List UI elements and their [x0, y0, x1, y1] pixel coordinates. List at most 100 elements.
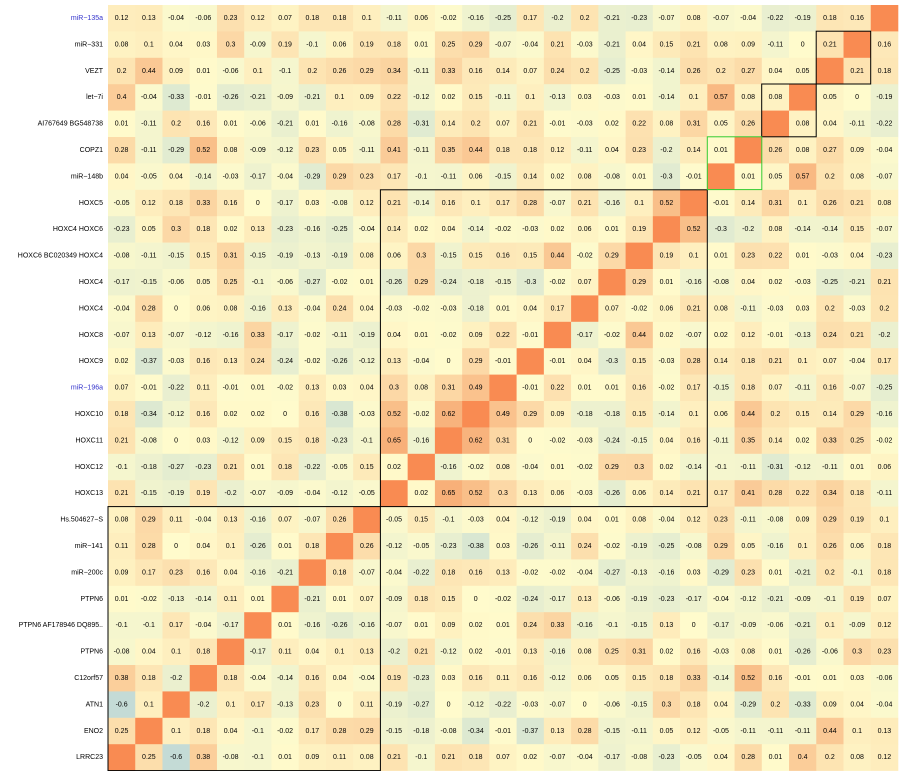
cell-value-label: 0.12	[687, 728, 701, 735]
cell	[325, 321, 354, 349]
cell-value-label: -0.14	[658, 411, 674, 418]
cell	[298, 137, 327, 164]
cell	[162, 506, 191, 534]
cell	[816, 295, 844, 323]
cell	[543, 374, 572, 402]
cell-value-label: -0.03	[631, 68, 647, 75]
cell	[761, 717, 790, 745]
cell	[543, 163, 572, 191]
cell-value-label: -0.14	[658, 94, 674, 101]
cell	[652, 5, 681, 32]
cell-value-label: 0.04	[850, 253, 864, 260]
cell	[516, 401, 545, 428]
cell-value-label: 0.3	[171, 226, 181, 233]
cell-value-label: 0.04	[197, 543, 211, 550]
cell	[707, 427, 735, 455]
cell-value-label: 0.3	[852, 649, 862, 656]
cell	[789, 321, 817, 349]
cell-value-label: -0.06	[195, 15, 211, 22]
cell-value-label: -0.05	[359, 490, 375, 497]
cell-value-label: -0.15	[441, 253, 457, 260]
cell-value-label: -0.3	[524, 279, 536, 286]
cell	[543, 585, 572, 613]
cell	[571, 321, 599, 349]
cell-value-label: -0.25	[822, 279, 838, 286]
cell-value-label: 0.01	[251, 596, 265, 603]
cell-value-label: 0.11	[279, 649, 292, 656]
cell	[407, 5, 436, 32]
cell	[543, 269, 572, 296]
cell	[489, 717, 517, 745]
cell-value-label: 0.24	[523, 622, 537, 629]
cell-value-label: -0.14	[277, 675, 293, 682]
cell-value-label: -0.04	[658, 517, 674, 524]
cell-value-label: -0.13	[304, 253, 320, 260]
cell-value-label: 0.2	[825, 754, 835, 761]
diagonal-cell	[244, 612, 272, 639]
cell	[353, 5, 381, 32]
cell	[462, 691, 490, 719]
cell	[162, 638, 191, 666]
cell-value-label: -0.04	[413, 358, 429, 365]
row-label: VEZT	[85, 68, 104, 75]
cell-value-label: -0.16	[441, 464, 457, 471]
cell	[380, 5, 408, 32]
cell	[108, 559, 136, 587]
diagonal-cell	[108, 744, 136, 771]
cell	[816, 665, 844, 692]
cell-value-label: 0.18	[305, 437, 319, 444]
cell-value-label: 0.1	[880, 517, 890, 524]
cell	[135, 506, 163, 534]
cell	[325, 401, 354, 428]
cell-value-label: 0.18	[305, 543, 319, 550]
cell	[543, 216, 572, 243]
cell	[761, 480, 790, 507]
cell-value-label: 0.57	[796, 173, 810, 180]
cell-value-label: 0	[692, 622, 696, 629]
cell	[734, 321, 763, 349]
cell-value-label: 0.11	[333, 754, 346, 761]
cell	[135, 242, 163, 270]
cell	[598, 401, 626, 428]
cell	[652, 57, 681, 85]
cell-value-label: 0.11	[360, 701, 373, 708]
cell	[789, 348, 817, 375]
cell-value-label: 0.12	[551, 147, 565, 154]
cell	[434, 744, 463, 771]
cell	[189, 717, 218, 745]
cell	[625, 5, 654, 32]
cell-value-label: 0.18	[197, 728, 211, 735]
cell	[571, 612, 599, 639]
cell-value-label: 0.29	[632, 279, 646, 286]
cell-value-label: 0.05	[823, 94, 837, 101]
cell	[462, 665, 490, 692]
cell	[298, 612, 327, 639]
cell	[789, 665, 817, 692]
cell-value-label: 0.12	[878, 754, 892, 761]
cell-value-label: 0.1	[335, 649, 345, 656]
cell	[216, 295, 245, 323]
cell-value-label: 0.14	[714, 358, 728, 365]
cell-value-label: 0.18	[523, 147, 537, 154]
cell-value-label: -0.2	[660, 147, 672, 154]
cell	[162, 612, 191, 639]
cell-value-label: 0.18	[333, 569, 347, 576]
cell	[244, 638, 272, 666]
cell	[543, 189, 572, 217]
cell-value-label: 0.26	[687, 68, 701, 75]
cell-value-label: -0.01	[141, 385, 157, 392]
cell-value-label: 0.07	[769, 385, 783, 392]
cell	[571, 84, 599, 111]
cell-value-label: 0.04	[741, 279, 755, 286]
cell	[108, 612, 136, 639]
cell	[216, 665, 245, 692]
cell-value-label: -0.1	[143, 622, 155, 629]
cell	[707, 374, 735, 402]
cell-value-label: -0.1	[824, 596, 836, 603]
cell	[189, 5, 218, 32]
cell-value-label: 0.03	[305, 200, 319, 207]
diagonal-cell	[625, 242, 654, 270]
cell-value-label: 0.44	[632, 332, 646, 339]
cell	[434, 269, 463, 296]
cell-value-label: -0.22	[413, 569, 429, 576]
